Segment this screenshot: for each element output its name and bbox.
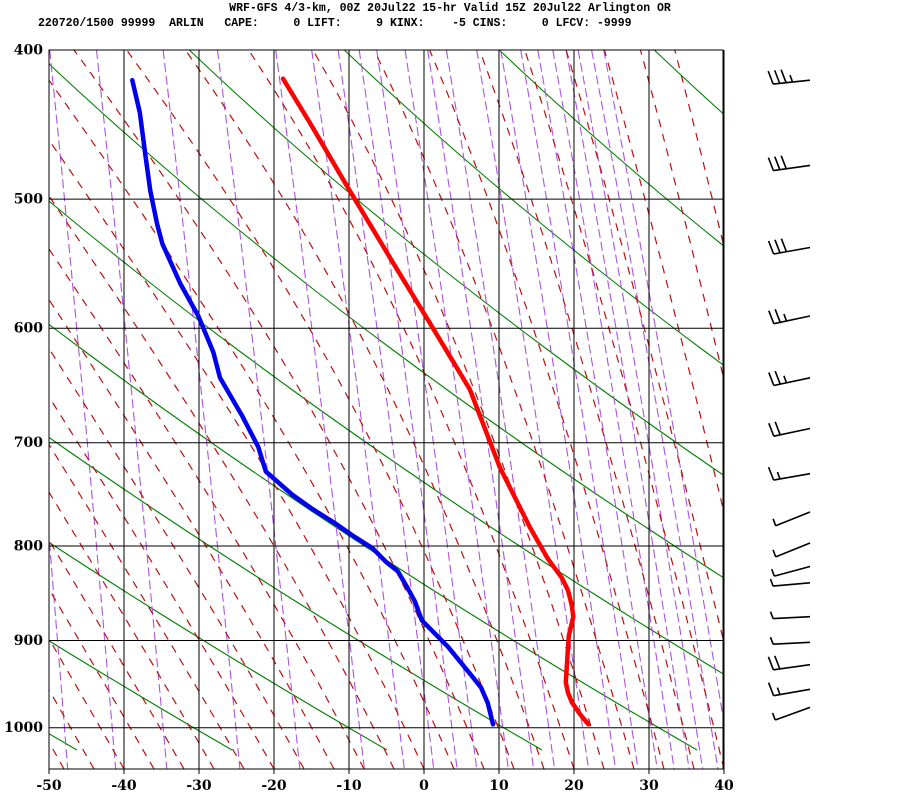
temperature-axis-label: 10 [489,778,509,794]
wind-barb [771,706,811,721]
wind-barb [767,682,811,697]
wind-barb [767,155,811,172]
wind-barb [769,611,811,620]
pressure-axis-label: 800 [14,538,43,554]
plot-background-isolines [49,50,723,769]
wind-barb [767,238,811,255]
wind-barb [767,655,811,671]
wind-barb [767,69,811,85]
green-isolines [49,50,723,751]
temperature-axis-label: -40 [111,778,137,794]
pressure-axis-label: 1000 [4,720,43,736]
wind-barb [768,370,811,387]
temperature-axis-labels: -50 -40 -30 -20 -10 0 10 20 30 40 [36,778,734,794]
wind-barb [770,565,811,577]
wind-barbs [767,69,811,721]
wind-barb [772,542,811,558]
wind-barb [769,636,811,645]
pressure-axis-label: 500 [14,192,43,208]
temperature-axis-label: 30 [639,778,659,794]
temperature-axis-label: 40 [714,778,734,794]
wind-barb [768,421,811,437]
moist-adiabats [49,50,723,769]
temperature-trace [280,76,591,727]
chart-title: WRF-GFS 4/3-km, 00Z 20Jul22 15-hr Valid … [229,2,671,15]
temperature-axis-label: -30 [186,778,212,794]
temperature-axis-label: -20 [261,778,287,794]
dewpoint-trace [130,77,496,727]
temperature-axis-label: -50 [36,778,62,794]
temperature-axis-label: -10 [336,778,362,794]
wind-barb [767,466,811,481]
pressure-axis-label: 600 [14,321,43,337]
wind-barb [768,309,811,325]
wind-barb [772,511,811,527]
chart-stats-line: 220720/1500 99999 ARLIN CAPE: 0 LIFT: 9 … [38,17,632,30]
wind-barb [769,578,811,587]
temperature-axis-label: 20 [564,778,584,794]
pressure-axis-labels: 400 500 600 700 800 900 1000 [4,43,43,737]
mixing-ratio-lines [49,50,723,769]
temperature-axis-label: 0 [419,778,429,794]
pressure-axis-label: 700 [14,435,43,451]
pressure-axis-label: 400 [14,43,43,59]
plot-grid [48,49,725,774]
pressure-axis-label: 900 [14,633,43,649]
